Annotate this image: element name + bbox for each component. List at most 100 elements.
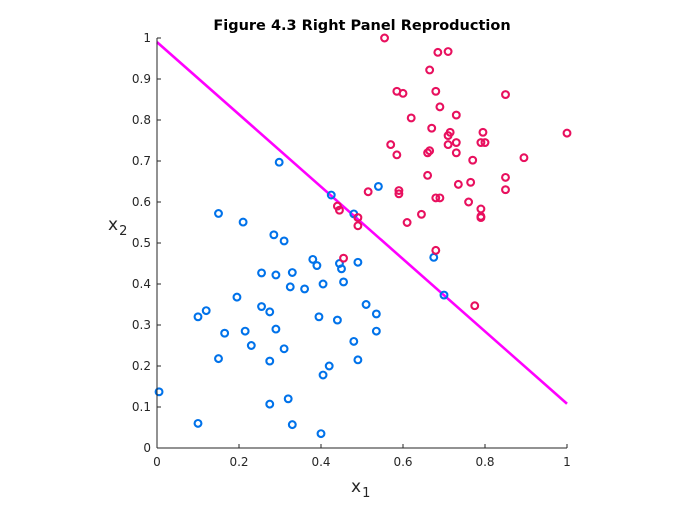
data-point — [214, 209, 223, 218]
data-point — [283, 394, 293, 404]
data-point — [392, 150, 402, 160]
data-point — [398, 88, 408, 98]
x-axis: 0 0.2 0.4 0.6 0.8 1 — [153, 444, 571, 469]
data-point — [445, 127, 455, 137]
data-point — [300, 284, 310, 294]
data-point — [193, 312, 203, 322]
data-point — [439, 290, 449, 300]
data-point — [429, 252, 439, 262]
data-point — [287, 420, 297, 430]
y-axis-label-subscript: 2 — [119, 224, 127, 239]
data-point — [269, 230, 279, 240]
data-point — [353, 355, 363, 365]
data-point — [318, 279, 328, 289]
data-point — [476, 204, 486, 214]
data-point — [380, 33, 389, 43]
data-point — [423, 148, 433, 158]
data-point — [427, 123, 437, 133]
data-point — [353, 221, 363, 231]
data-point — [246, 341, 256, 350]
x-tick-label: 1 — [563, 455, 571, 469]
data-point — [431, 193, 441, 203]
data-point — [353, 257, 363, 267]
data-point — [476, 213, 486, 223]
x-tick-label: 0 — [153, 455, 161, 469]
data-point — [240, 326, 250, 336]
y-tick-label: 1 — [143, 31, 151, 45]
data-point — [257, 302, 266, 311]
data-point — [501, 172, 510, 182]
data-point — [349, 336, 359, 346]
data-point — [257, 268, 266, 278]
x-tick-label: 0.6 — [393, 455, 412, 469]
data-points — [154, 33, 572, 439]
data-point — [417, 209, 426, 219]
data-point — [431, 245, 441, 255]
data-point — [193, 418, 203, 428]
data-point — [562, 128, 572, 138]
data-point — [324, 361, 334, 371]
data-point — [501, 90, 510, 100]
data-point — [386, 140, 396, 150]
y-tick-label: 0.3 — [132, 318, 151, 332]
y-tick-label: 0.2 — [132, 359, 151, 373]
data-point — [201, 306, 211, 316]
x-tick-label: 0.2 — [229, 455, 248, 469]
data-point — [279, 344, 289, 354]
data-point — [425, 65, 435, 75]
data-point — [363, 187, 373, 197]
data-point — [339, 277, 348, 287]
x-axis-label-subscript: 1 — [362, 486, 370, 501]
data-point — [232, 292, 242, 302]
y-tick-label: 0.4 — [132, 277, 151, 291]
data-point — [402, 218, 412, 227]
data-point — [435, 193, 445, 203]
data-point — [265, 356, 275, 366]
data-point — [470, 301, 480, 311]
y-tick-label: 0 — [143, 441, 151, 455]
data-point — [314, 312, 324, 322]
data-point — [271, 324, 281, 334]
data-point — [451, 138, 461, 148]
y-tick-label: 0.1 — [132, 400, 151, 414]
data-point — [433, 47, 443, 57]
y-axis-label-main: x — [108, 215, 118, 235]
data-point — [312, 261, 322, 270]
data-point — [394, 186, 404, 195]
data-point — [431, 86, 441, 96]
data-point — [371, 326, 381, 336]
data-point — [501, 185, 510, 195]
data-point — [154, 387, 164, 397]
data-point — [478, 127, 488, 137]
decision-boundary-line — [156, 41, 568, 405]
y-tick-label: 0.7 — [132, 154, 151, 168]
y-tick-label: 0.6 — [132, 195, 151, 209]
data-point — [238, 217, 248, 227]
chart-title: Figure 4.3 Right Panel Reproduction — [213, 18, 510, 34]
y-axis-label: x2 — [108, 215, 127, 239]
data-point — [443, 140, 453, 150]
data-point — [265, 399, 275, 409]
data-point — [371, 309, 381, 319]
data-point — [316, 429, 326, 439]
data-point — [332, 315, 342, 325]
data-point — [287, 268, 297, 277]
data-point — [435, 102, 445, 112]
data-point — [220, 328, 230, 338]
decision-lines — [156, 41, 568, 405]
data-point — [451, 148, 461, 158]
data-point — [519, 153, 529, 163]
data-point — [476, 138, 486, 148]
y-tick-label: 0.5 — [132, 236, 151, 250]
series-2 — [332, 33, 572, 311]
x-tick-label: 0.8 — [475, 455, 494, 469]
data-point — [339, 253, 348, 263]
data-point — [425, 146, 435, 156]
data-point — [466, 177, 476, 187]
data-point — [337, 264, 346, 274]
data-point — [443, 47, 453, 56]
y-tick-label: 0.9 — [132, 72, 151, 86]
data-point — [361, 300, 371, 309]
data-point — [326, 190, 336, 200]
